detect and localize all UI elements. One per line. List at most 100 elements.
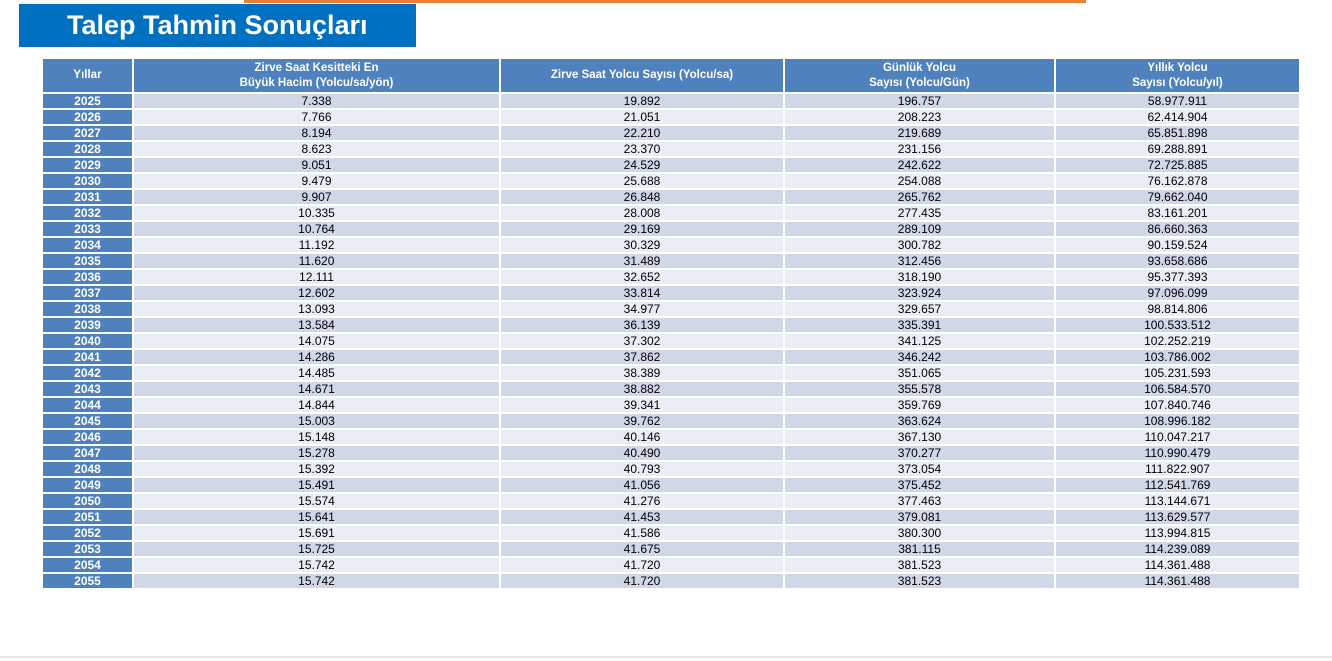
year-cell: 2039: [41, 317, 134, 334]
daily-passengers-cell: 289.109: [783, 221, 1056, 238]
annual-passengers-cell: 58.977.911: [1054, 93, 1301, 110]
peak-passengers-cell: 36.139: [499, 317, 785, 334]
peak-volume-cell: 11.620: [132, 253, 501, 270]
table-row: 2047 15.278 40.490 370.277 110.990.479: [41, 445, 1301, 462]
header-peak-volume: Zirve Saat Kesitteki En Büyük Hacim (Yol…: [132, 57, 501, 94]
year-cell: 2036: [41, 269, 134, 286]
table-row: 2055 15.742 41.720 381.523 114.361.488: [41, 573, 1301, 590]
table-row: 2045 15.003 39.762 363.624 108.996.182: [41, 413, 1301, 430]
daily-passengers-cell: 380.300: [783, 525, 1056, 542]
annual-passengers-cell: 105.231.593: [1054, 365, 1301, 382]
annual-passengers-cell: 114.361.488: [1054, 557, 1301, 574]
header-daily-passengers-line2: Sayısı (Yolcu/Gün): [869, 76, 970, 89]
table-row: 2041 14.286 37.862 346.242 103.786.002: [41, 349, 1301, 366]
peak-passengers-cell: 41.586: [499, 525, 785, 542]
year-cell: 2047: [41, 445, 134, 462]
annual-passengers-cell: 113.629.577: [1054, 509, 1301, 526]
year-cell: 2038: [41, 301, 134, 318]
peak-passengers-cell: 23.370: [499, 141, 785, 158]
annual-passengers-cell: 90.159.524: [1054, 237, 1301, 254]
daily-passengers-cell: 208.223: [783, 109, 1056, 126]
table-row: 2026 7.766 21.051 208.223 62.414.904: [41, 109, 1301, 126]
annual-passengers-cell: 107.840.746: [1054, 397, 1301, 414]
year-cell: 2052: [41, 525, 134, 542]
header-annual-passengers-line1: Yıllık Yolcu: [1147, 61, 1208, 74]
table-row: 2029 9.051 24.529 242.622 72.725.885: [41, 157, 1301, 174]
daily-passengers-cell: 367.130: [783, 429, 1056, 446]
year-cell: 2031: [41, 189, 134, 206]
peak-volume-cell: 14.286: [132, 349, 501, 366]
peak-volume-cell: 9.907: [132, 189, 501, 206]
year-cell: 2044: [41, 397, 134, 414]
annual-passengers-cell: 102.252.219: [1054, 333, 1301, 350]
annual-passengers-cell: 72.725.885: [1054, 157, 1301, 174]
year-cell: 2033: [41, 221, 134, 238]
header-peak-volume-line2: Büyük Hacim (Yolcu/sa/yön): [239, 76, 394, 89]
daily-passengers-cell: 363.624: [783, 413, 1056, 430]
peak-passengers-cell: 40.793: [499, 461, 785, 478]
daily-passengers-cell: 231.156: [783, 141, 1056, 158]
peak-passengers-cell: 25.688: [499, 173, 785, 190]
table-row: 2037 12.602 33.814 323.924 97.096.099: [41, 285, 1301, 302]
daily-passengers-cell: 370.277: [783, 445, 1056, 462]
year-cell: 2051: [41, 509, 134, 526]
table-row: 2035 11.620 31.489 312.456 93.658.686: [41, 253, 1301, 270]
header-years: Yıllar: [41, 57, 134, 94]
table-row: 2048 15.392 40.793 373.054 111.822.907: [41, 461, 1301, 478]
peak-volume-cell: 10.764: [132, 221, 501, 238]
peak-volume-cell: 13.584: [132, 317, 501, 334]
annual-passengers-cell: 110.047.217: [1054, 429, 1301, 446]
peak-passengers-cell: 41.453: [499, 509, 785, 526]
forecast-table: Yıllar Zirve Saat Kesitteki En Büyük Hac…: [41, 57, 1301, 590]
daily-passengers-cell: 300.782: [783, 237, 1056, 254]
table-row: 2038 13.093 34.977 329.657 98.814.806: [41, 301, 1301, 318]
peak-passengers-cell: 38.389: [499, 365, 785, 382]
table-row: 2044 14.844 39.341 359.769 107.840.746: [41, 397, 1301, 414]
peak-passengers-cell: 41.720: [499, 573, 785, 590]
peak-volume-cell: 10.335: [132, 205, 501, 222]
table-row: 2042 14.485 38.389 351.065 105.231.593: [41, 365, 1301, 382]
peak-volume-cell: 15.148: [132, 429, 501, 446]
page-title: Talep Tahmin Sonuçları: [67, 10, 368, 40]
peak-volume-cell: 7.338: [132, 93, 501, 110]
peak-passengers-cell: 41.675: [499, 541, 785, 558]
year-cell: 2035: [41, 253, 134, 270]
title-banner: Talep Tahmin Sonuçları: [19, 4, 416, 47]
peak-volume-cell: 15.491: [132, 477, 501, 494]
peak-passengers-cell: 22.210: [499, 125, 785, 142]
header-peak-passengers: Zirve Saat Yolcu Sayısı (Yolcu/sa): [499, 57, 785, 94]
annual-passengers-cell: 83.161.201: [1054, 205, 1301, 222]
year-cell: 2042: [41, 365, 134, 382]
annual-passengers-cell: 62.414.904: [1054, 109, 1301, 126]
table-header-row: Yıllar Zirve Saat Kesitteki En Büyük Hac…: [41, 57, 1301, 94]
annual-passengers-cell: 106.584.570: [1054, 381, 1301, 398]
year-cell: 2034: [41, 237, 134, 254]
daily-passengers-cell: 379.081: [783, 509, 1056, 526]
peak-passengers-cell: 39.762: [499, 413, 785, 430]
daily-passengers-cell: 377.463: [783, 493, 1056, 510]
daily-passengers-cell: 196.757: [783, 93, 1056, 110]
year-cell: 2025: [41, 93, 134, 110]
peak-volume-cell: 14.844: [132, 397, 501, 414]
peak-volume-cell: 15.003: [132, 413, 501, 430]
peak-volume-cell: 14.671: [132, 381, 501, 398]
daily-passengers-cell: 277.435: [783, 205, 1056, 222]
annual-passengers-cell: 108.996.182: [1054, 413, 1301, 430]
peak-passengers-cell: 24.529: [499, 157, 785, 174]
peak-volume-cell: 12.602: [132, 285, 501, 302]
daily-passengers-cell: 359.769: [783, 397, 1056, 414]
table-row: 2025 7.338 19.892 196.757 58.977.911: [41, 93, 1301, 110]
annual-passengers-cell: 93.658.686: [1054, 253, 1301, 270]
annual-passengers-cell: 114.239.089: [1054, 541, 1301, 558]
annual-passengers-cell: 110.990.479: [1054, 445, 1301, 462]
table-row: 2050 15.574 41.276 377.463 113.144.671: [41, 493, 1301, 510]
annual-passengers-cell: 76.162.878: [1054, 173, 1301, 190]
header-peak-passengers-label: Zirve Saat Yolcu Sayısı (Yolcu/sa): [550, 69, 734, 81]
daily-passengers-cell: 312.456: [783, 253, 1056, 270]
daily-passengers-cell: 341.125: [783, 333, 1056, 350]
table-row: 2043 14.671 38.882 355.578 106.584.570: [41, 381, 1301, 398]
peak-volume-cell: 13.093: [132, 301, 501, 318]
peak-passengers-cell: 34.977: [499, 301, 785, 318]
year-cell: 2050: [41, 493, 134, 510]
daily-passengers-cell: 254.088: [783, 173, 1056, 190]
